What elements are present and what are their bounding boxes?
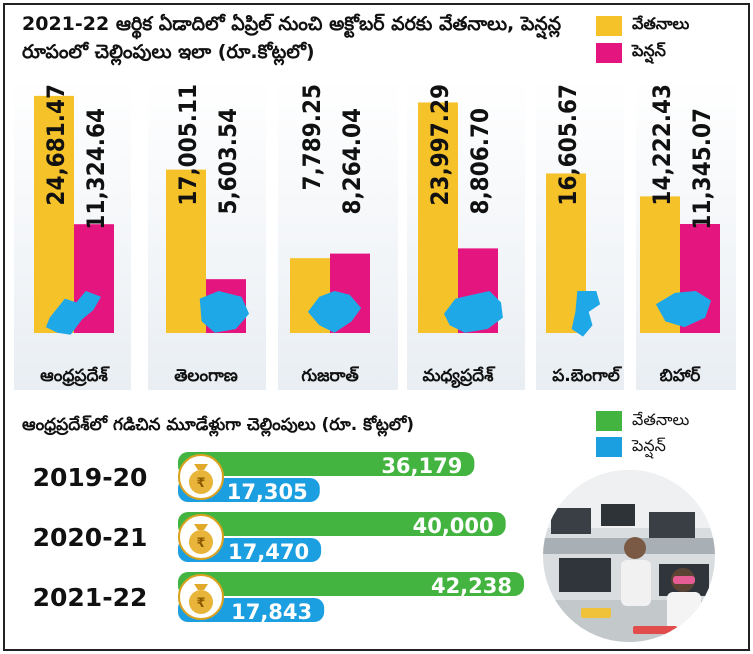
states-bar-chart-svg: 24,681.47 11,324.64 ఆంధ్రప్రదేశ్ 17,005.11 5… — [34, 84, 720, 388]
money-bag-icon: ₹ — [178, 574, 224, 620]
salary-value-label: 23,997.29 — [426, 84, 454, 206]
infographic-frame — [3, 3, 750, 651]
ap-pension-value-label: 17,470 — [228, 540, 309, 564]
svg-text:₹: ₹ — [196, 536, 205, 551]
pension-value-label: 11,324.64 — [82, 108, 110, 230]
year-label: 2020-21 — [33, 523, 148, 552]
state-map-icon — [655, 291, 711, 328]
bottom-chart-legend: వేతనాలు పెన్షన్ — [596, 408, 746, 460]
ap-pension-value-label: 17,305 — [227, 480, 308, 504]
ap-salary-bar — [178, 452, 475, 476]
top-chart-title: 2021-22 ఆర్థిక ఏడాదిలో ఏప్రిల్ నుంచి అక్… — [22, 13, 562, 63]
salary-value-label: 24,681.47 — [42, 84, 70, 206]
ap-years-bar-chart: 36,179 17,305 ₹2019-20 40,000 17,470 ₹2020-21… — [33, 452, 524, 624]
legend-item-ap-salaries: వేతనాలు — [596, 408, 746, 434]
pension-value-label: 8,806.70 — [466, 108, 494, 215]
column-bg — [278, 78, 398, 390]
state-label: గుజరాత్ — [301, 366, 359, 386]
state-label: ఆంధ్రప్రదేశ్ — [40, 366, 110, 387]
salary-bar — [34, 95, 74, 333]
legend-label-salaries: వేతనాలు — [632, 14, 690, 33]
ap-salary-bar — [178, 572, 524, 596]
svg-text:₹: ₹ — [196, 596, 205, 611]
salary-value-label: 16,605.67 — [554, 84, 582, 206]
year-label: 2021-22 — [33, 583, 148, 612]
top-chart-legend: వేతనాలు పెన్షన్ — [596, 12, 746, 66]
salary-value-label: 14,222.43 — [648, 84, 676, 206]
salary-bar — [418, 102, 458, 333]
money-bag-icon: ₹ — [178, 454, 224, 500]
state-map-icon — [45, 291, 101, 335]
ap-salary-value-label: 36,179 — [381, 454, 462, 478]
legend-item-salaries: వేతనాలు — [596, 12, 746, 39]
bottom-chart-title: ఆంధ్రప్రదేశ్‌లో గడిచిన మూడేళ్లుగా చెల్లి… — [22, 415, 415, 435]
legend-swatch-salaries — [596, 15, 622, 36]
legend-label-ap-pension: పెన్షన్ — [632, 435, 666, 455]
state-label: ప.బెంగాల్ — [552, 366, 623, 386]
state-map-icon — [199, 291, 250, 333]
legend-label-pension: పెన్షన్ — [632, 41, 666, 60]
state-map-icon — [307, 291, 362, 333]
legend-item-pension: పెన్షన్ — [596, 39, 746, 66]
pension-value-label: 5,603.54 — [214, 108, 242, 215]
legend-swatch-pension — [596, 42, 622, 63]
legend-label-ap-salaries: వేతనాలు — [632, 409, 690, 429]
state-map-icon — [444, 291, 503, 333]
ap-salary-value-label: 40,000 — [413, 514, 494, 538]
money-bag-icon: ₹ — [178, 514, 224, 560]
state-label: తెలంగాణ — [174, 366, 238, 386]
legend-swatch-ap-pension — [596, 437, 622, 457]
state-label: మధ్యప్రదేశ్ — [422, 366, 496, 388]
office-photo — [543, 470, 715, 642]
legend-item-ap-pension: పెన్షన్ — [596, 434, 746, 460]
states-bar-chart: 24,681.47 11,324.64 ఆంధ్రప్రదేశ్ 17,005.11 5… — [14, 78, 738, 390]
salary-value-label: 17,005.11 — [174, 84, 202, 206]
ap-salary-value-label: 42,238 — [431, 574, 512, 598]
pension-value-label: 8,264.04 — [338, 108, 366, 215]
salary-bar — [166, 169, 206, 333]
legend-swatch-ap-salaries — [596, 411, 622, 431]
state-label: బిహార్ — [660, 366, 702, 386]
svg-text:₹: ₹ — [196, 476, 205, 491]
state-map-icon — [571, 291, 601, 337]
salary-value-label: 7,789.25 — [298, 84, 326, 191]
year-label: 2019-20 — [33, 463, 148, 492]
ap-pension-value-label: 17,843 — [231, 600, 312, 624]
pension-value-label: 11,345.07 — [688, 108, 716, 230]
ap-salary-bar — [178, 512, 506, 536]
